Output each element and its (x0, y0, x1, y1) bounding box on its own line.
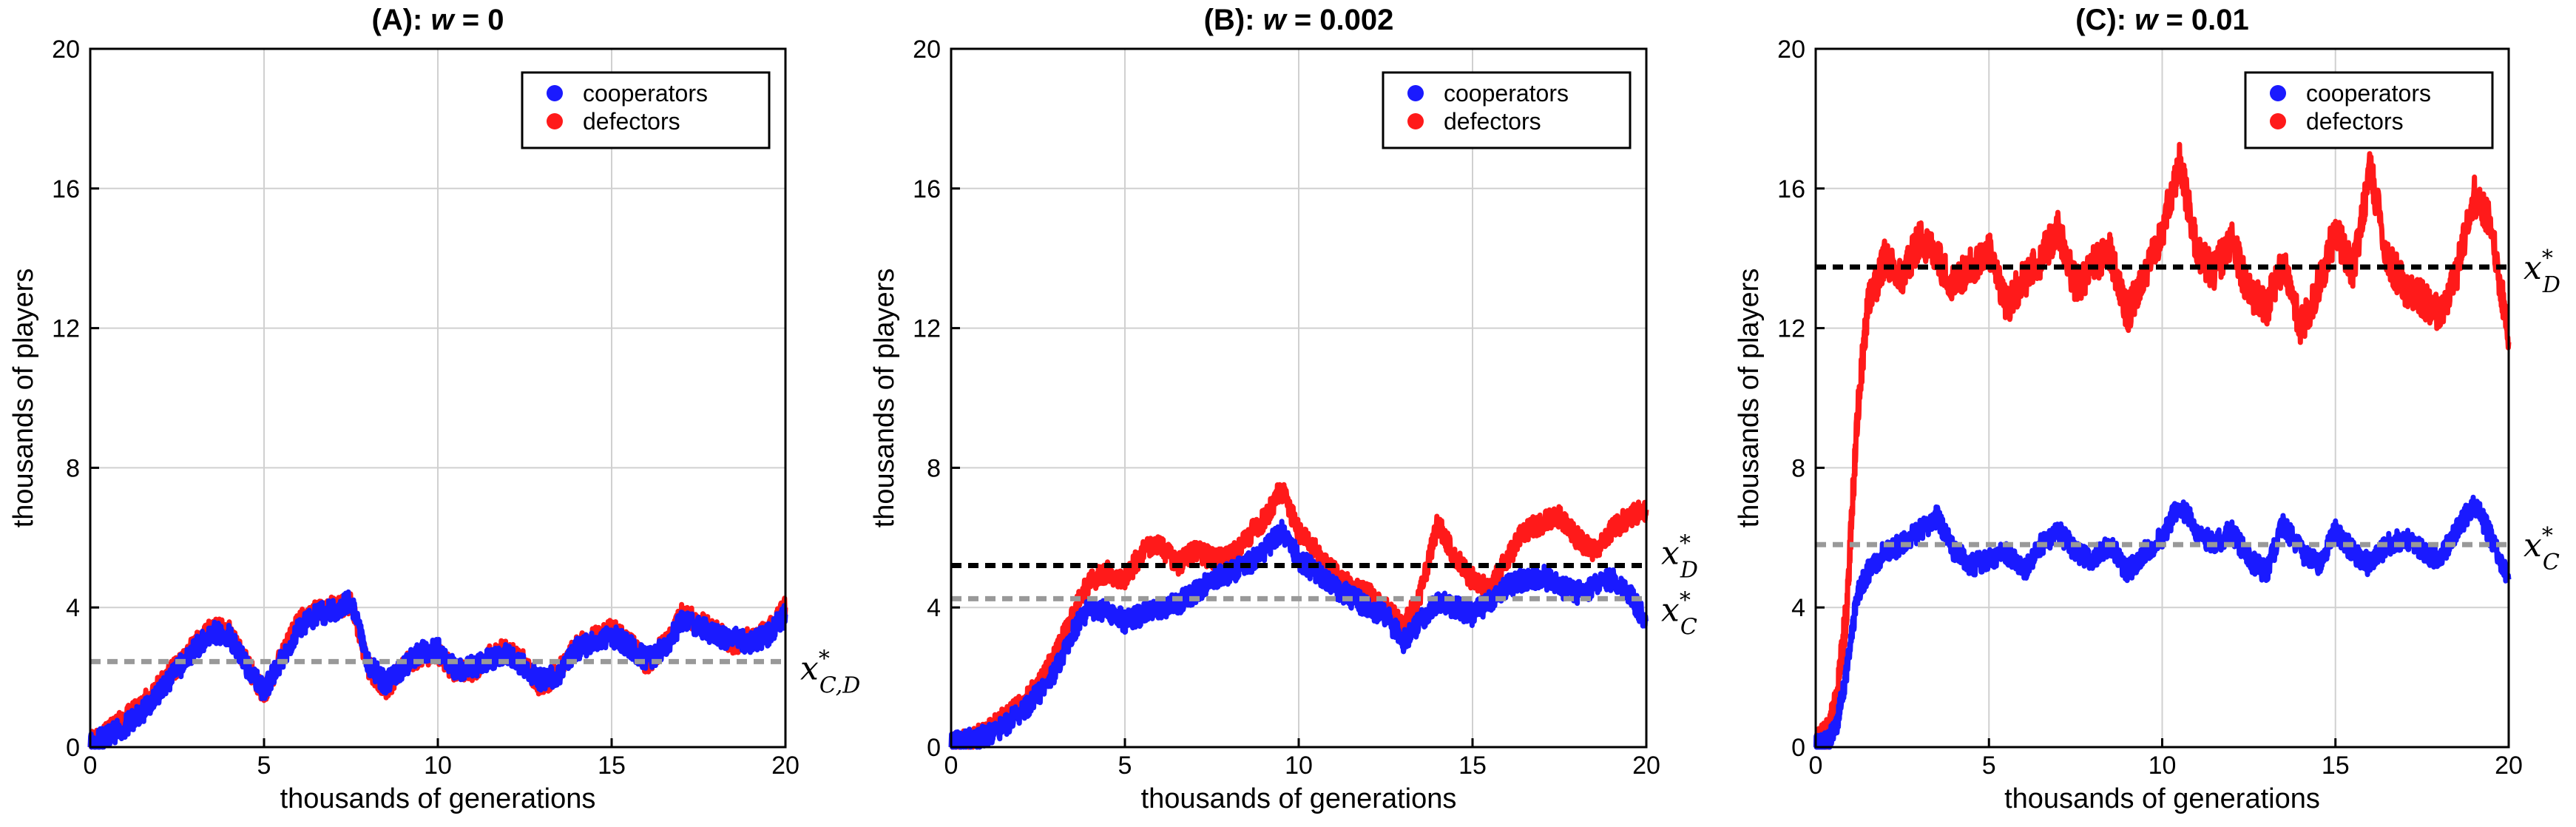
eq-sub: D (1680, 558, 1698, 584)
y-axis-label: thousands of players (1734, 269, 1765, 528)
y-tick-label: 4 (1791, 594, 1805, 622)
equilibrium-label: x* D (1661, 531, 1698, 584)
y-tick-label: 12 (52, 315, 80, 343)
x-axis-label: thousands of generations (280, 783, 596, 814)
y-tick-label: 0 (1791, 734, 1805, 762)
y-tick-label: 12 (1777, 315, 1805, 343)
panel-b: 0 5 10 15 20 0 4 8 12 16 20 thousands of generation… (869, 4, 1698, 814)
x-tick-label: 15 (1458, 752, 1487, 780)
eq-var: x (1661, 535, 1680, 573)
y-tick-label: 20 (1777, 36, 1805, 64)
legend-cooperators-label: cooperators (2306, 80, 2431, 107)
equilibrium-label: x* D (2523, 246, 2560, 298)
y-tick-label: 16 (1777, 175, 1805, 203)
x-tick-label: 0 (84, 752, 98, 780)
x-tick-label: 5 (1982, 752, 1996, 780)
y-tick-label: 4 (927, 594, 941, 622)
legend-cooperators-marker (2270, 85, 2286, 101)
eq-sup: * (819, 646, 830, 672)
x-tick-label: 0 (944, 752, 959, 780)
y-tick-label: 20 (913, 36, 941, 64)
legend-defectors-label: defectors (583, 108, 680, 135)
panel-a: 0 5 10 15 20 0 4 8 12 16 20 thousands of generation… (8, 4, 860, 814)
eq-sub: C,D (819, 672, 860, 698)
panel-c: 0 5 10 15 20 0 4 8 12 16 20 thousands of generation… (1734, 4, 2560, 814)
x-tick-label: 5 (1118, 752, 1132, 780)
defectors-series (1813, 141, 2512, 750)
cooperators-series (87, 589, 788, 750)
x-tick-label: 20 (771, 752, 799, 780)
x-tick-label: 20 (1632, 752, 1660, 780)
panel-title: (B): w = 0.002 (1204, 4, 1394, 36)
title-variable: w (1263, 4, 1288, 36)
legend-defectors-label: defectors (1444, 108, 1541, 135)
legend-cooperators-label: cooperators (1444, 80, 1569, 107)
eq-sub: C (1680, 614, 1697, 640)
legend-cooperators-label: cooperators (583, 80, 708, 107)
legend-box (521, 71, 771, 149)
title-prefix: (B): (1204, 4, 1263, 36)
eq-sup: * (1680, 531, 1691, 557)
title-value: = 0.002 (1286, 4, 1394, 36)
y-axis-label: thousands of players (869, 269, 900, 528)
y-tick-label: 16 (52, 175, 80, 203)
eq-sup: * (2542, 246, 2553, 271)
y-tick-label: 0 (66, 734, 80, 762)
panel-title: (A): w = 0 (372, 4, 504, 36)
y-tick-label: 8 (1791, 454, 1805, 482)
y-tick-label: 16 (913, 175, 941, 203)
eq-var: x (2523, 527, 2542, 564)
x-axis-label: thousands of generations (1141, 783, 1457, 814)
x-axis-label: thousands of generations (2004, 783, 2320, 814)
equilibrium-label: x* C (1661, 587, 1697, 640)
legend-box (1382, 71, 1632, 149)
title-value: = 0.01 (2157, 4, 2248, 36)
eq-sup: * (2542, 523, 2553, 549)
legend-defectors-marker (2270, 113, 2286, 129)
eq-sub: D (2542, 272, 2560, 298)
title-prefix: (A): (372, 4, 431, 36)
eq-var: x (2523, 249, 2542, 287)
title-variable: w (2134, 4, 2160, 36)
y-tick-label: 20 (52, 36, 80, 64)
title-variable: w (431, 4, 456, 36)
y-tick-label: 12 (913, 315, 941, 343)
x-tick-label: 15 (2322, 752, 2350, 780)
panel-title: (C): w = 0.01 (2075, 4, 2249, 36)
x-tick-label: 20 (2495, 752, 2523, 780)
legend-box (2244, 71, 2494, 149)
legend-defectors-marker (1407, 113, 1424, 129)
x-tick-label: 10 (2149, 752, 2177, 780)
equilibrium-label: x* C,D (800, 646, 860, 698)
y-axis-label: thousands of players (8, 269, 39, 528)
y-tick-label: 8 (66, 454, 80, 482)
x-tick-label: 0 (1809, 752, 1823, 780)
x-tick-label: 15 (598, 752, 626, 780)
legend-defectors-label: defectors (2306, 108, 2404, 135)
eq-sub: C (2543, 550, 2560, 575)
y-tick-label: 0 (927, 734, 941, 762)
eq-sup: * (1680, 587, 1691, 613)
y-tick-label: 8 (927, 454, 941, 482)
equilibrium-label: x* C (2523, 523, 2560, 575)
cooperators-series (948, 519, 1649, 750)
legend-cooperators-marker (547, 85, 563, 101)
x-tick-label: 10 (424, 752, 452, 780)
legend-cooperators-marker (1407, 85, 1424, 101)
eq-var: x (800, 649, 819, 687)
title-value: = 0 (454, 4, 504, 36)
eq-var: x (1661, 591, 1680, 629)
y-tick-label: 4 (66, 594, 80, 622)
x-tick-label: 5 (257, 752, 271, 780)
x-tick-label: 10 (1285, 752, 1313, 780)
title-prefix: (C): (2075, 4, 2134, 36)
legend-defectors-marker (547, 113, 563, 129)
